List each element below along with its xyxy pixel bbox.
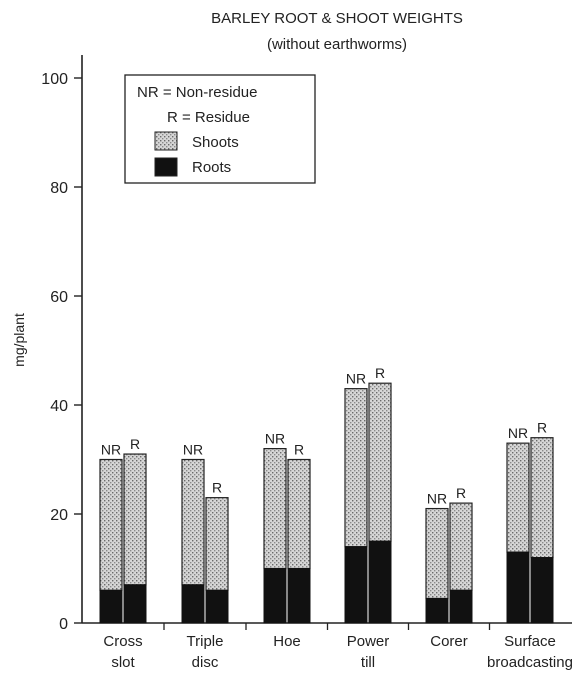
x-category-label-line2: slot xyxy=(111,654,135,671)
bar-roots xyxy=(506,551,530,624)
chart-title: BARLEY ROOT & SHOOT WEIGHTS xyxy=(211,10,463,27)
y-tick-label: 60 xyxy=(50,289,68,306)
bar-label: NR xyxy=(265,431,285,447)
bar-shoots xyxy=(530,437,554,559)
bar-label: R xyxy=(537,420,547,436)
y-ticks: 0 20 40 60 80 100 xyxy=(41,71,82,633)
bar-label: R xyxy=(456,485,466,501)
x-category-label-line2: disc xyxy=(192,654,219,671)
bar-label: NR xyxy=(346,371,366,387)
bar-roots xyxy=(181,584,205,624)
legend-swatch-roots xyxy=(154,157,178,177)
bar-shoots xyxy=(263,448,287,570)
bar-shoots xyxy=(506,442,530,553)
bar-shoots xyxy=(287,458,311,570)
chart-subtitle: (without earthworms) xyxy=(267,36,407,53)
bar-label: R xyxy=(212,480,222,496)
bar-shoots xyxy=(449,502,473,591)
bar-label: NR xyxy=(183,442,203,458)
x-category-label-line2: broadcasting xyxy=(487,654,573,671)
bar-shoots xyxy=(344,388,368,548)
y-tick-label: 40 xyxy=(50,398,68,415)
x-category-label: Cross xyxy=(103,633,142,650)
x-category-label: Corer xyxy=(430,633,468,650)
bar-label: NR xyxy=(427,491,447,507)
x-category-label: Triple xyxy=(187,633,224,650)
bar-roots xyxy=(449,589,473,624)
y-tick-label: 100 xyxy=(41,71,68,88)
bar-shoots xyxy=(123,453,147,586)
legend-swatch-shoots xyxy=(154,131,178,151)
bar-roots xyxy=(263,568,287,624)
bar-roots xyxy=(205,589,229,624)
legend-label-roots: Roots xyxy=(192,159,231,176)
bar-roots xyxy=(530,557,554,624)
x-category-label: Hoe xyxy=(273,633,301,650)
x-category-label: Surface xyxy=(504,633,556,650)
y-axis-label: mg/plant xyxy=(11,313,27,367)
bar-shoots xyxy=(368,382,392,542)
x-category-label-line2: till xyxy=(361,654,375,671)
bar-shoots xyxy=(205,497,229,591)
y-tick-label: 20 xyxy=(50,507,68,524)
legend-label-shoots: Shoots xyxy=(192,134,239,151)
bar-roots xyxy=(287,568,311,624)
bar-label: R xyxy=(375,365,385,381)
bar-roots xyxy=(368,540,392,624)
bar-shoots xyxy=(425,507,449,600)
bar-roots xyxy=(123,584,147,624)
legend: NR = Non-residue R = Residue Shoots Root… xyxy=(124,74,316,184)
legend-line-nr: NR = Non-residue xyxy=(137,84,257,101)
bar-roots xyxy=(425,597,449,624)
legend-line-r: R = Residue xyxy=(167,109,250,126)
y-tick-label: 80 xyxy=(50,180,68,197)
bar-shoots xyxy=(99,458,123,591)
bar-label: NR xyxy=(101,442,121,458)
bars: NR R NR R NR R NR R NR R NR R xyxy=(99,365,554,624)
bar-shoots xyxy=(181,458,205,586)
bar-roots xyxy=(344,546,368,624)
y-tick-label: 0 xyxy=(59,616,68,633)
bar-label: R xyxy=(130,436,140,452)
bar-label: NR xyxy=(508,425,528,441)
bar-roots xyxy=(99,589,123,624)
x-category-labels: Cross slot Triple disc Hoe Power till Corer Surf… xyxy=(103,623,573,671)
bar-label: R xyxy=(294,442,304,458)
x-category-label: Power xyxy=(347,633,390,650)
